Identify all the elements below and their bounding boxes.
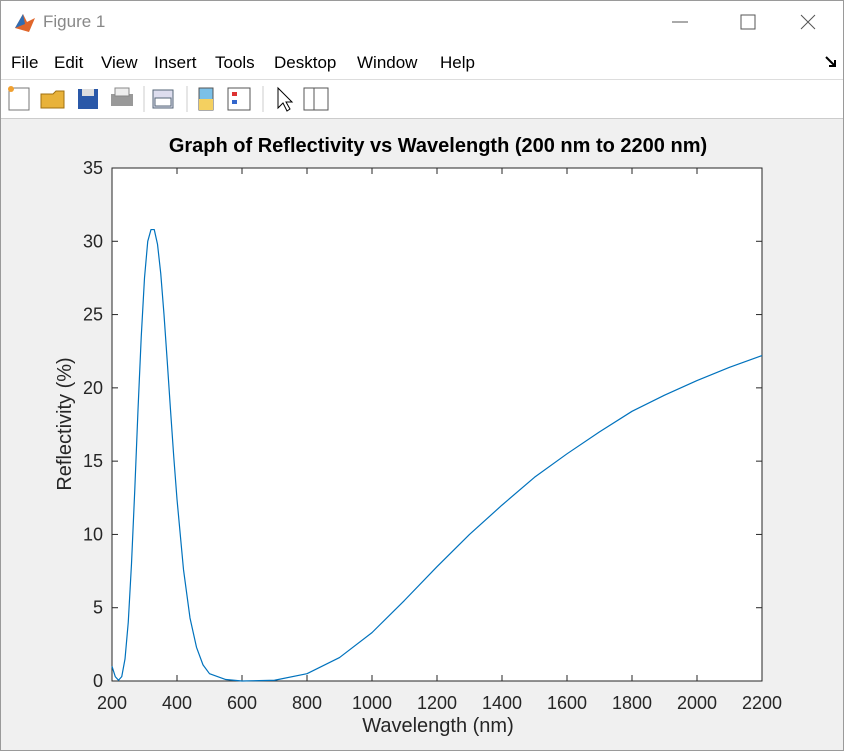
menu-item[interactable]: Window (357, 53, 418, 72)
menu-item[interactable]: Help (440, 53, 475, 72)
dock-arrow[interactable] (824, 55, 838, 69)
x-tick-label: 1800 (612, 693, 652, 713)
y-tick-label: 20 (83, 378, 103, 398)
plot-area (111, 167, 763, 682)
close[interactable] (800, 14, 816, 30)
app-icon (15, 14, 35, 32)
menu-bar: File Edit View Insert Tools Desktop Wind… (1, 43, 843, 80)
chart-title: Graph of Reflectivity vs Wavelength (200… (169, 135, 707, 157)
y-tick-label: 10 (83, 524, 103, 544)
x-tick-label: 200 (97, 693, 127, 713)
window-controls[interactable] (643, 1, 843, 43)
y-tick-label: 5 (93, 598, 103, 618)
y-tick-label: 25 (83, 305, 103, 325)
x-tick-label: 2000 (677, 693, 717, 713)
x-tick-label: 1600 (547, 693, 587, 713)
maximize[interactable] (740, 14, 756, 30)
toolbar-icons[interactable] (1, 80, 341, 118)
x-tick-label: 1400 (482, 693, 522, 713)
x-tick-label: 400 (162, 693, 192, 713)
x-tick-label: 2200 (742, 693, 782, 713)
data-line (111, 228, 763, 682)
toolbar (1, 80, 843, 119)
y-tick-label: 15 (83, 451, 103, 471)
menu-item[interactable]: Edit (54, 53, 84, 72)
window-title: Figure 1 (43, 12, 106, 31)
y-axis-label: Reflectivity (%) (54, 357, 76, 490)
menu-item[interactable]: Desktop (274, 53, 337, 72)
title-bar: Figure 1 (1, 1, 843, 43)
y-tick-label: 0 (93, 671, 103, 691)
menu-item[interactable]: Insert (154, 53, 197, 72)
menu-item[interactable]: Tools (215, 53, 255, 72)
x-axis-label: Wavelength (nm) (362, 715, 514, 737)
x-tick-label: 1000 (352, 693, 392, 713)
chart: Graph of Reflectivity vs Wavelength (200… (54, 135, 782, 737)
x-tick-label: 1200 (417, 693, 457, 713)
menu-item[interactable]: File (11, 53, 39, 72)
menu-item[interactable]: View (101, 53, 138, 72)
y-tick-label: 35 (83, 158, 103, 178)
x-tick-label: 600 (227, 693, 257, 713)
y-tick-label: 30 (83, 231, 103, 251)
x-tick-label: 800 (292, 693, 322, 713)
